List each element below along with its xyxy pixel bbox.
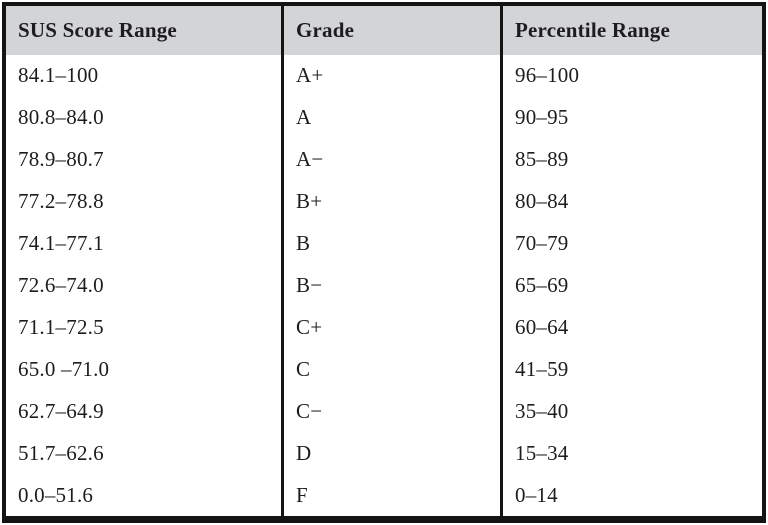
cell-sus: 62.7–64.9 <box>18 398 104 423</box>
cell-grade: C <box>281 348 500 391</box>
cell-percentile: 65–69 <box>500 264 762 307</box>
cell-sus: 74.1–77.1 <box>18 231 104 256</box>
column-header-sus-score-range: SUS Score Range <box>18 18 177 42</box>
table-row: 74.1–77.1 B 70–79 <box>6 222 762 265</box>
cell-percentile: 90–95 <box>500 96 762 139</box>
table-row: 80.8–84.0 A 90–95 <box>6 96 762 139</box>
cell-sus: 78.9–80.7 <box>18 147 104 172</box>
cell-percentile: 0–14 <box>500 474 762 516</box>
cell-sus: 71.1–72.5 <box>18 314 104 339</box>
table-row: 77.2–78.8 B+ 80–84 <box>6 180 762 223</box>
cell-percentile: 35–40 <box>500 390 762 433</box>
cell-sus: 65.0 –71.0 <box>18 356 110 381</box>
column-header-percentile-range: Percentile Range <box>500 6 762 55</box>
cell-grade: A+ <box>281 55 500 97</box>
cell-percentile: 96–100 <box>500 55 762 97</box>
cell-sus: 72.6–74.0 <box>18 272 104 297</box>
table-row: 51.7–62.6 D 15–34 <box>6 432 762 475</box>
cell-percentile: 15–34 <box>500 432 762 475</box>
cell-grade: A− <box>281 138 500 181</box>
table-row: 0.0–51.6 F 0–14 <box>6 474 762 516</box>
cell-percentile: 60–64 <box>500 306 762 349</box>
cell-sus: 80.8–84.0 <box>18 105 104 130</box>
table-row: 72.6–74.0 B− 65–69 <box>6 264 762 307</box>
cell-percentile: 70–79 <box>500 222 762 265</box>
cell-grade: A <box>281 96 500 139</box>
cell-percentile: 80–84 <box>500 180 762 223</box>
table-row: 78.9–80.7 A− 85–89 <box>6 138 762 181</box>
cell-sus: 0.0–51.6 <box>18 482 94 507</box>
cell-grade: C+ <box>281 306 500 349</box>
table-row: 84.1–100 A+ 96–100 <box>6 55 762 97</box>
table-header-row: SUS Score Range Grade Percentile Range <box>6 6 762 55</box>
cell-sus: 51.7–62.6 <box>18 440 104 465</box>
cell-grade: B− <box>281 264 500 307</box>
cell-sus: 84.1–100 <box>18 63 99 88</box>
table-row: 62.7–64.9 C− 35–40 <box>6 390 762 433</box>
cell-grade: C− <box>281 390 500 433</box>
cell-grade: D <box>281 432 500 475</box>
cell-percentile: 41–59 <box>500 348 762 391</box>
cell-grade: B+ <box>281 180 500 223</box>
cell-percentile: 85–89 <box>500 138 762 181</box>
table-row: 71.1–72.5 C+ 60–64 <box>6 306 762 349</box>
table-row: 65.0 –71.0 C 41–59 <box>6 348 762 391</box>
cell-sus: 77.2–78.8 <box>18 189 104 214</box>
cell-grade: B <box>281 222 500 265</box>
cell-grade: F <box>281 474 500 516</box>
column-header-grade: Grade <box>281 6 500 55</box>
